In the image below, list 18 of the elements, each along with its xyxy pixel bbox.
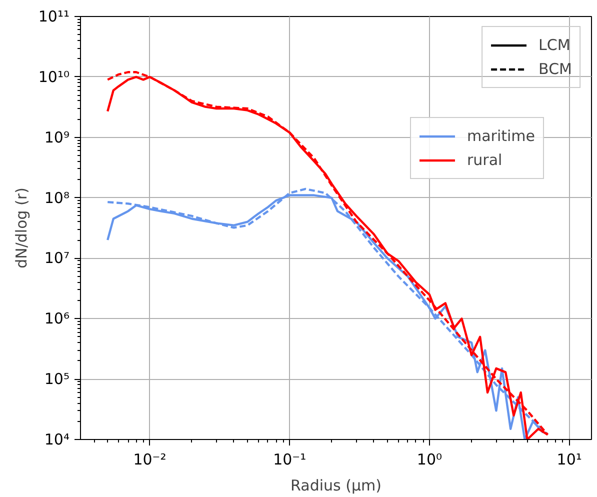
x-tick-label: 10⁻¹ [273,450,306,468]
y-tick-label: 10¹⁰ [38,68,70,86]
annotation: LCM [538,36,570,54]
x-tick-label: 10¹ [556,450,582,468]
annotation: BCM [538,60,572,78]
y-tick-label: 10⁵ [44,370,70,388]
x-tick-label: 10⁰ [416,450,442,468]
legend-label: maritime [467,127,536,145]
legend-label: rural [467,151,502,169]
y-tick-label: 10⁸ [44,188,70,207]
y-tick-label: 10⁹ [44,128,70,146]
y-tick-label: 10¹¹ [38,8,70,26]
y-tick-label: 10⁶ [44,310,70,328]
x-axis-title: Radius (µm) [290,476,382,494]
y-axis-title: dN/dlog (r) [12,188,30,268]
x-tick-label: 10⁻² [133,450,166,468]
y-tick-label: 10⁷ [44,249,70,268]
y-tick-label: 10⁴ [44,430,70,448]
